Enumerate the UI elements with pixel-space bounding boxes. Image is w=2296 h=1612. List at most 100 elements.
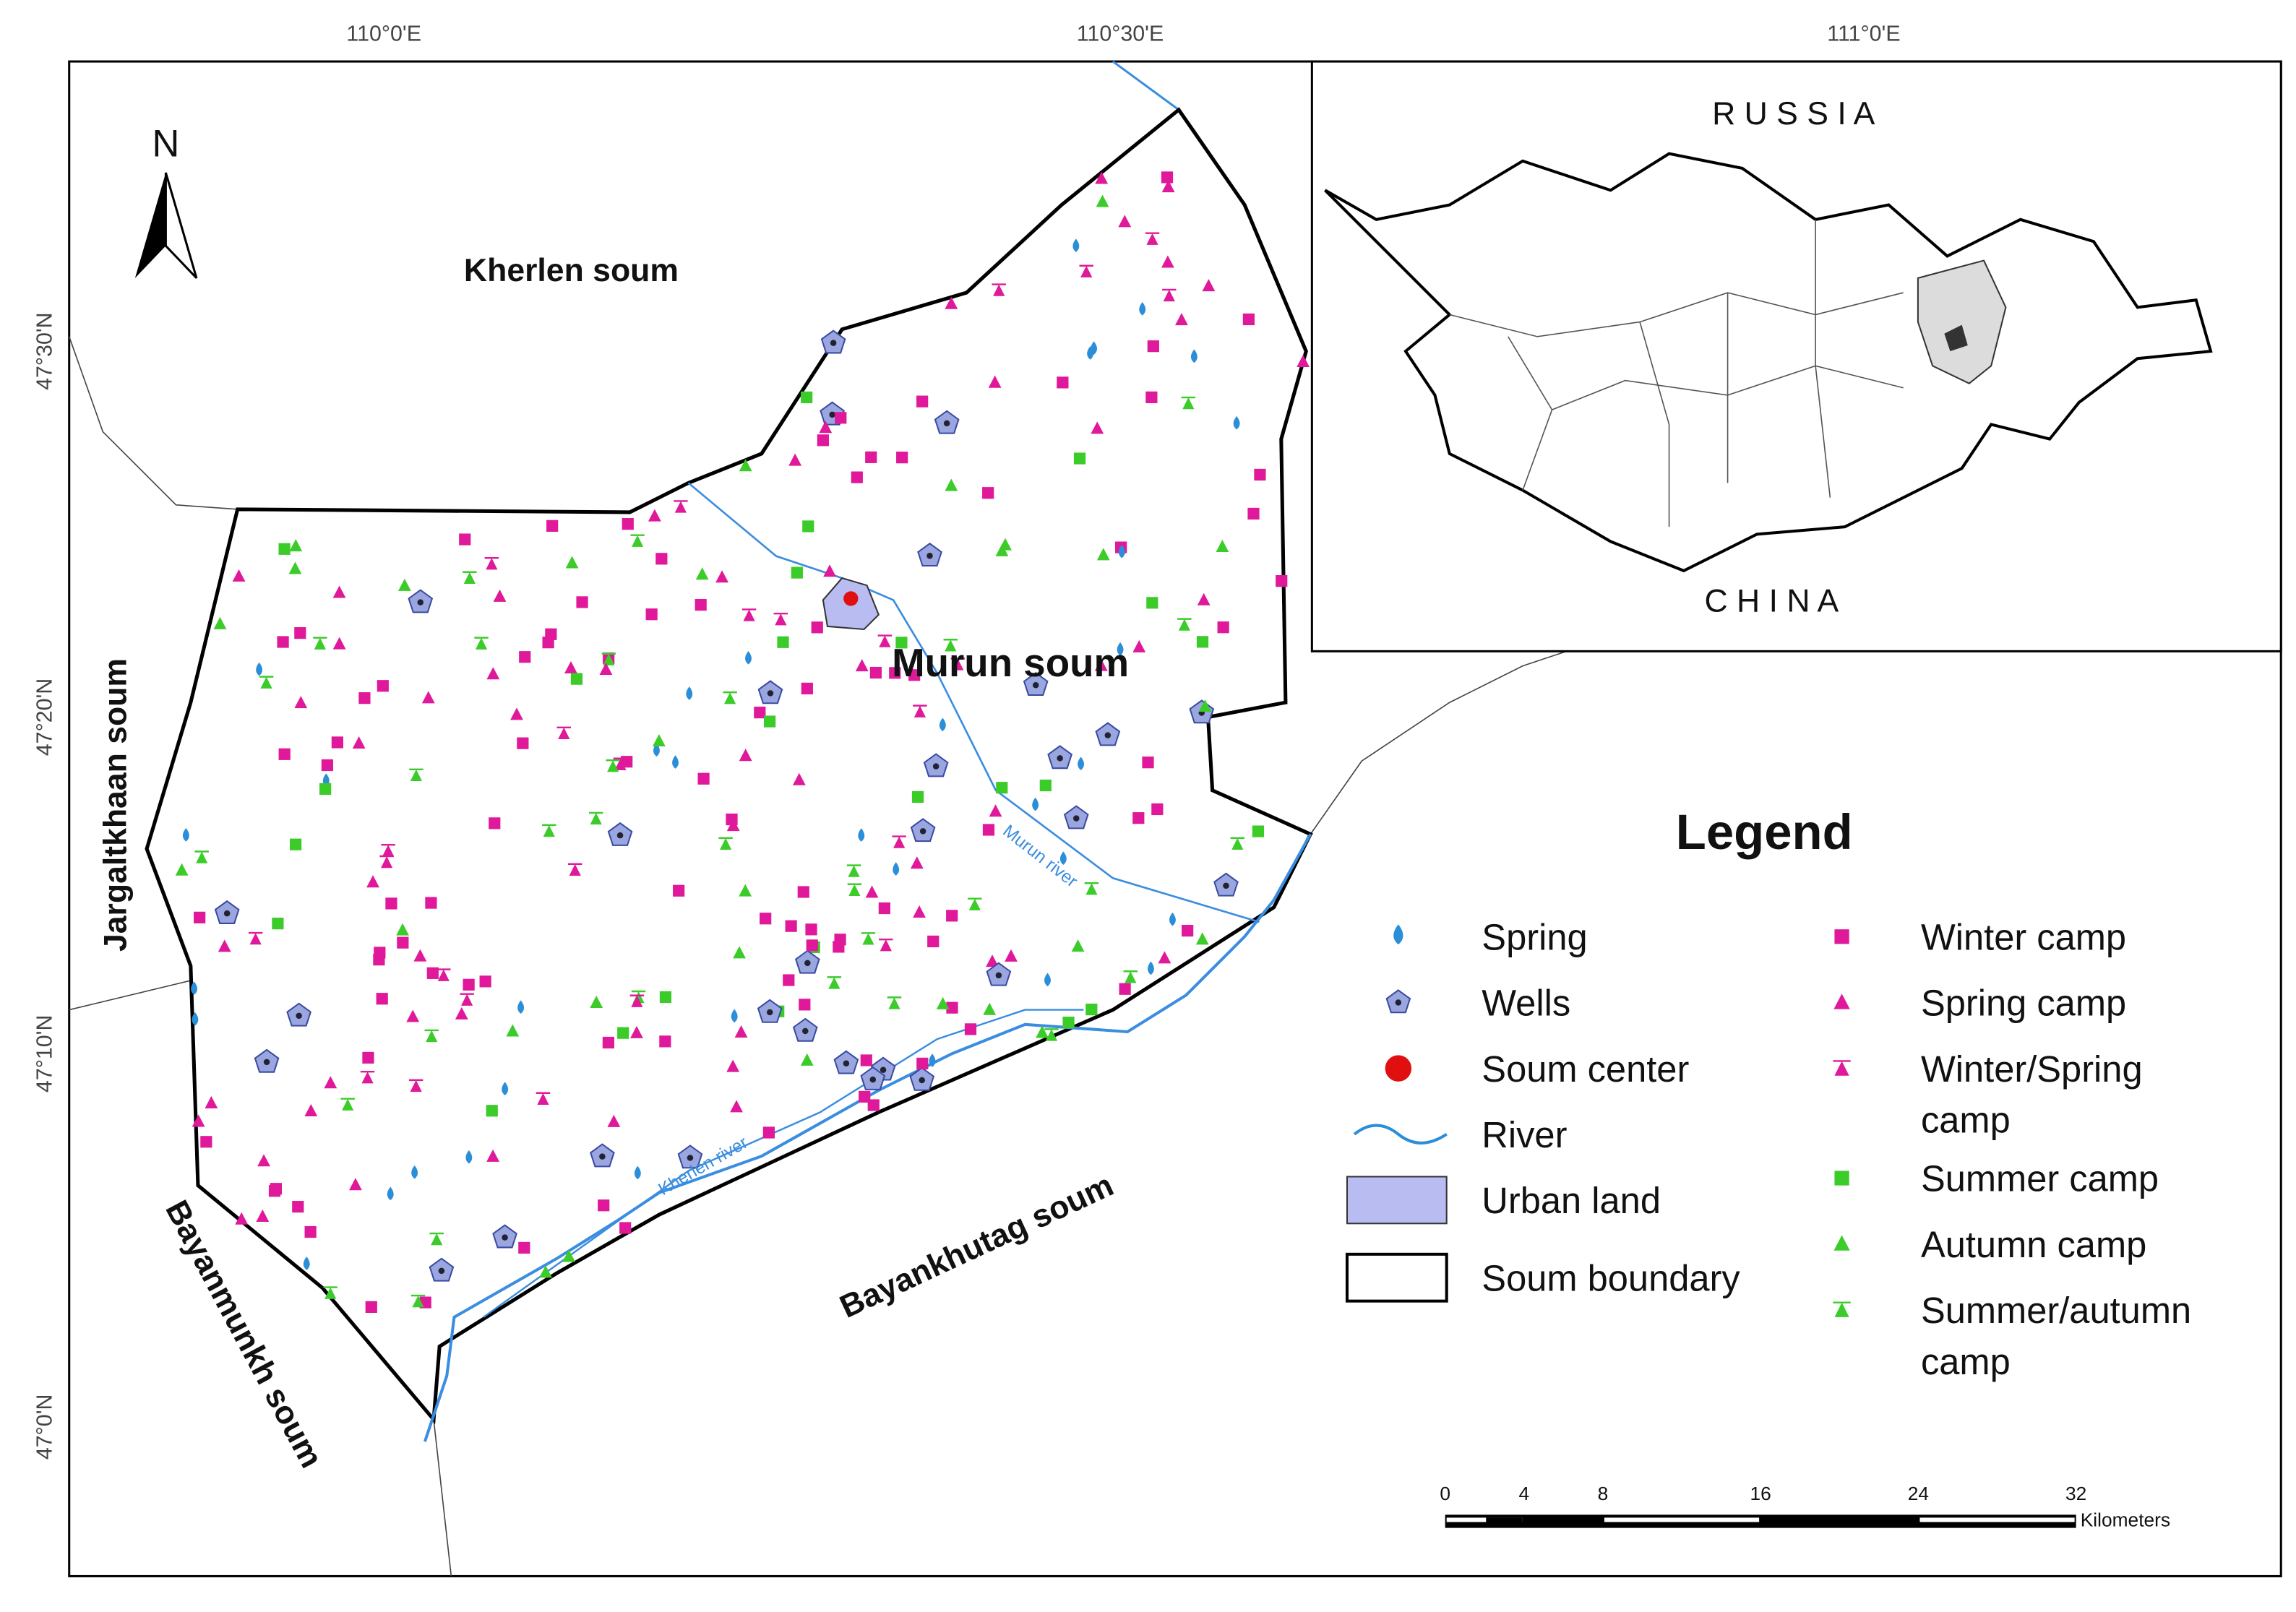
marker-square <box>1057 376 1069 389</box>
marker-triangle <box>730 1100 743 1113</box>
marker-well-dot <box>502 1234 508 1241</box>
marker-triangle <box>412 1296 424 1308</box>
marker-triangle <box>739 459 752 472</box>
markers <box>175 171 1310 1314</box>
marker-triangle <box>733 946 746 959</box>
marker-triangle <box>569 863 581 876</box>
legend-label: Winter camp <box>1921 917 2126 958</box>
marker-square <box>1145 391 1158 403</box>
marker-triangle <box>288 561 302 574</box>
marker-triangle <box>945 639 957 652</box>
soum-line <box>433 1419 452 1577</box>
marker-triangle <box>558 727 570 739</box>
legend-symbol <box>1345 1252 1448 1303</box>
marker-drop <box>858 828 865 842</box>
marker-square <box>290 838 302 850</box>
longitude-label: 110°30'E <box>1077 22 1164 46</box>
marker-drop <box>745 650 752 665</box>
marker-drop <box>517 1000 525 1014</box>
legend-label: Wells <box>1482 983 1570 1024</box>
marker-square <box>1146 597 1158 609</box>
marker-square <box>1196 636 1209 648</box>
marker-well-dot <box>1395 999 1402 1006</box>
marker-triangle <box>590 812 602 825</box>
marker-square <box>622 518 634 530</box>
marker-triangle <box>218 939 231 952</box>
legend-label: Winter/Spring <box>1921 1048 2143 1090</box>
scale-label: 4 <box>1518 1483 1529 1504</box>
marker-triangle <box>413 949 427 962</box>
marker-square <box>1217 621 1229 634</box>
scale-segment <box>1446 1517 1523 1522</box>
marker-well-dot <box>804 960 811 967</box>
marker-drop <box>1087 346 1094 360</box>
marker-triangle <box>397 578 411 591</box>
river <box>687 482 1260 923</box>
marker-square <box>365 1301 377 1314</box>
north-arrow <box>134 173 166 278</box>
marker-triangle <box>235 1212 249 1225</box>
marker-square <box>1151 803 1164 816</box>
marker-triangle <box>565 556 579 569</box>
marker-triangle <box>800 1053 814 1066</box>
marker-square <box>889 667 901 679</box>
marker-triangle <box>986 954 999 967</box>
marker-drop <box>1044 973 1051 987</box>
marker-drop <box>1169 912 1176 926</box>
marker-triangle <box>1095 171 1109 184</box>
marker-triangle <box>989 804 1002 817</box>
marker-drop <box>634 1165 641 1180</box>
marker-triangle <box>719 837 732 850</box>
marker-triangle <box>855 659 869 672</box>
legend-label: Summer camp <box>1921 1158 2159 1199</box>
marker-triangle <box>607 760 619 772</box>
marker-drop <box>686 686 693 700</box>
country-outline <box>1324 152 2213 573</box>
marker-triangle <box>410 1079 422 1092</box>
marker-square <box>463 978 475 991</box>
marker-square <box>1132 812 1145 824</box>
marker-square <box>859 1090 871 1103</box>
marker-square <box>486 1105 498 1117</box>
marker-square <box>851 471 863 483</box>
scale-label: 8 <box>1598 1483 1609 1504</box>
marker-square <box>1247 507 1260 520</box>
marker-square <box>397 936 409 949</box>
marker-triangle <box>1146 233 1158 245</box>
marker-square <box>878 902 890 915</box>
marker-square <box>1161 171 1174 184</box>
marker-drop <box>1032 797 1039 811</box>
marker-well-dot <box>687 1155 694 1161</box>
marker-square <box>1142 757 1154 769</box>
marker-triangle <box>1202 279 1216 292</box>
marker-square <box>598 1199 610 1212</box>
marker-triangle <box>304 1104 318 1117</box>
marker-triangle <box>603 653 615 665</box>
marker-triangle <box>945 296 958 309</box>
marker-well-dot <box>1104 732 1112 738</box>
marker-triangle <box>599 662 613 675</box>
latitude-label: 47°30'N <box>32 312 56 389</box>
marker-triangle <box>865 885 879 898</box>
marker-triangle <box>1045 1029 1058 1041</box>
marker-drop <box>411 1165 418 1179</box>
marker-triangle <box>314 637 326 650</box>
marker-square <box>1834 929 1849 944</box>
marker-triangle <box>1085 883 1098 895</box>
marker-triangle <box>788 453 802 466</box>
marker-triangle <box>630 1025 643 1038</box>
marker-triangle <box>486 1149 500 1162</box>
marker-triangle <box>366 875 379 888</box>
marker-triangle <box>421 691 435 704</box>
marker-square <box>982 487 994 499</box>
marker-triangle <box>506 1024 520 1037</box>
marker-square <box>869 666 882 679</box>
marker-triangle <box>1163 289 1175 302</box>
marker-square <box>1085 1004 1098 1016</box>
marker-triangle <box>294 696 308 709</box>
marker-drop <box>1147 961 1154 975</box>
marker-drop <box>182 828 189 842</box>
marker-square <box>362 1051 374 1064</box>
river <box>1112 60 1179 111</box>
legend-label: River <box>1482 1114 1567 1155</box>
